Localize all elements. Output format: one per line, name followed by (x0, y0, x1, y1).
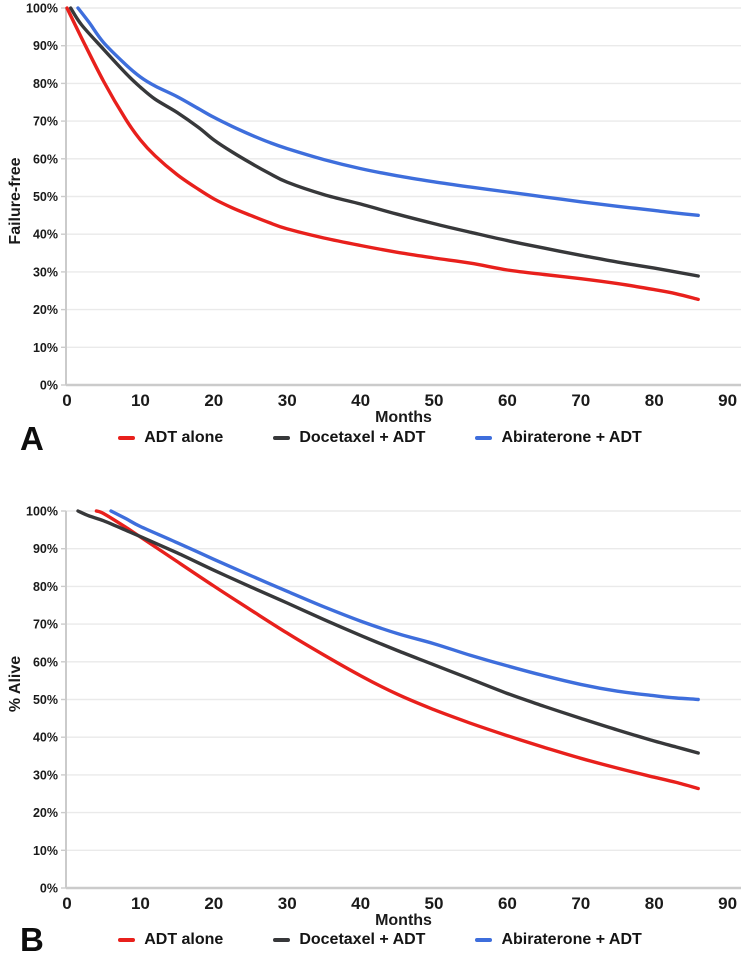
series-curve-abiraterone-adt (76, 6, 700, 217)
y-tick-label: 70% (33, 618, 58, 632)
panel-letter-b: B (20, 921, 44, 958)
legend-label-docetaxel: Docetaxel + ADT (299, 931, 426, 948)
x-tick-label: 50 (425, 391, 444, 410)
y-tick-label: 20% (33, 806, 58, 820)
legend-dash-docetaxel-icon (273, 436, 291, 440)
y-axis-title: Failure-free (7, 157, 24, 244)
x-tick-label: 50 (425, 894, 444, 913)
legend-dash-adt-alone-icon (118, 436, 136, 440)
y-tick-label: 0% (40, 882, 58, 896)
y-tick-label: 50% (33, 190, 58, 204)
legend-dash-docetaxel-icon (273, 938, 291, 942)
legend-dash-abiraterone-icon (475, 436, 493, 440)
legend-item-adt-alone: ADT alone (118, 429, 223, 447)
legend-item-docetaxel: Docetaxel + ADT (273, 429, 425, 447)
y-tick-label: 30% (33, 768, 58, 782)
series-curve-adt-alone (65, 6, 700, 302)
x-tick-label: 80 (645, 391, 664, 410)
x-tick-label: 70 (571, 894, 590, 913)
x-axis-title: Months (375, 912, 432, 929)
y-tick-label: 10% (33, 341, 58, 355)
x-tick-label: 60 (498, 391, 517, 410)
x-tick-label: 40 (351, 391, 370, 410)
y-axis-title: % Alive (7, 656, 24, 712)
x-tick-label: 40 (351, 894, 370, 913)
legend-label-abiraterone: Abiraterone + ADT (501, 931, 642, 948)
legend-chart-b: ADT alone Docetaxel + ADT Abiraterone + … (40, 931, 720, 949)
y-tick-label: 90% (33, 39, 58, 53)
x-tick-label: 60 (498, 894, 517, 913)
legend-label-adt-alone: ADT alone (144, 429, 224, 446)
x-tick-label: 10 (131, 391, 150, 410)
x-tick-label: 70 (571, 391, 590, 410)
y-tick-label: 0% (40, 379, 58, 393)
y-tick-label: 70% (33, 115, 58, 129)
y-tick-label: 20% (33, 303, 58, 317)
x-tick-label: 0 (62, 391, 71, 410)
series-curve-docetaxel-adt (69, 6, 700, 278)
y-tick-label: 50% (33, 693, 58, 707)
y-tick-label: 10% (33, 844, 58, 858)
legend-label-adt-alone: ADT alone (144, 931, 224, 948)
series-curve-docetaxel-adt (76, 509, 700, 755)
legend-item-adt-alone: ADT alone (118, 931, 223, 949)
legend-dash-adt-alone-icon (118, 938, 136, 942)
y-tick-label: 60% (33, 655, 58, 669)
x-tick-label: 0 (62, 894, 71, 913)
x-tick-label: 30 (278, 391, 297, 410)
y-tick-label: 80% (33, 77, 58, 91)
legend-dash-abiraterone-icon (475, 938, 493, 942)
y-tick-label: 100% (26, 2, 58, 16)
y-tick-label: 40% (33, 731, 58, 745)
x-axis-title: Months (375, 409, 432, 426)
y-tick-label: 80% (33, 580, 58, 594)
y-tick-label: 60% (33, 152, 58, 166)
x-tick-label: 20 (204, 391, 223, 410)
panel-letter-a: A (20, 420, 44, 457)
y-tick-label: 30% (33, 265, 58, 279)
x-tick-label: 20 (204, 894, 223, 913)
x-tick-label: 80 (645, 894, 664, 913)
legend-label-abiraterone: Abiraterone + ADT (501, 429, 642, 446)
x-tick-label: 90 (718, 391, 737, 410)
x-tick-label: 90 (718, 894, 737, 913)
legend-chart-a: ADT alone Docetaxel + ADT Abiraterone + … (40, 429, 720, 447)
x-tick-label: 30 (278, 894, 297, 913)
legend-label-docetaxel: Docetaxel + ADT (299, 429, 426, 446)
y-tick-label: 100% (26, 505, 58, 519)
legend-item-abiraterone: Abiraterone + ADT (475, 931, 642, 949)
legend-item-abiraterone: Abiraterone + ADT (475, 429, 642, 447)
y-tick-label: 40% (33, 228, 58, 242)
y-tick-label: 90% (33, 542, 58, 556)
legend-item-docetaxel: Docetaxel + ADT (273, 931, 425, 949)
x-tick-label: 10 (131, 894, 150, 913)
series-curve-abiraterone-adt (109, 509, 700, 702)
